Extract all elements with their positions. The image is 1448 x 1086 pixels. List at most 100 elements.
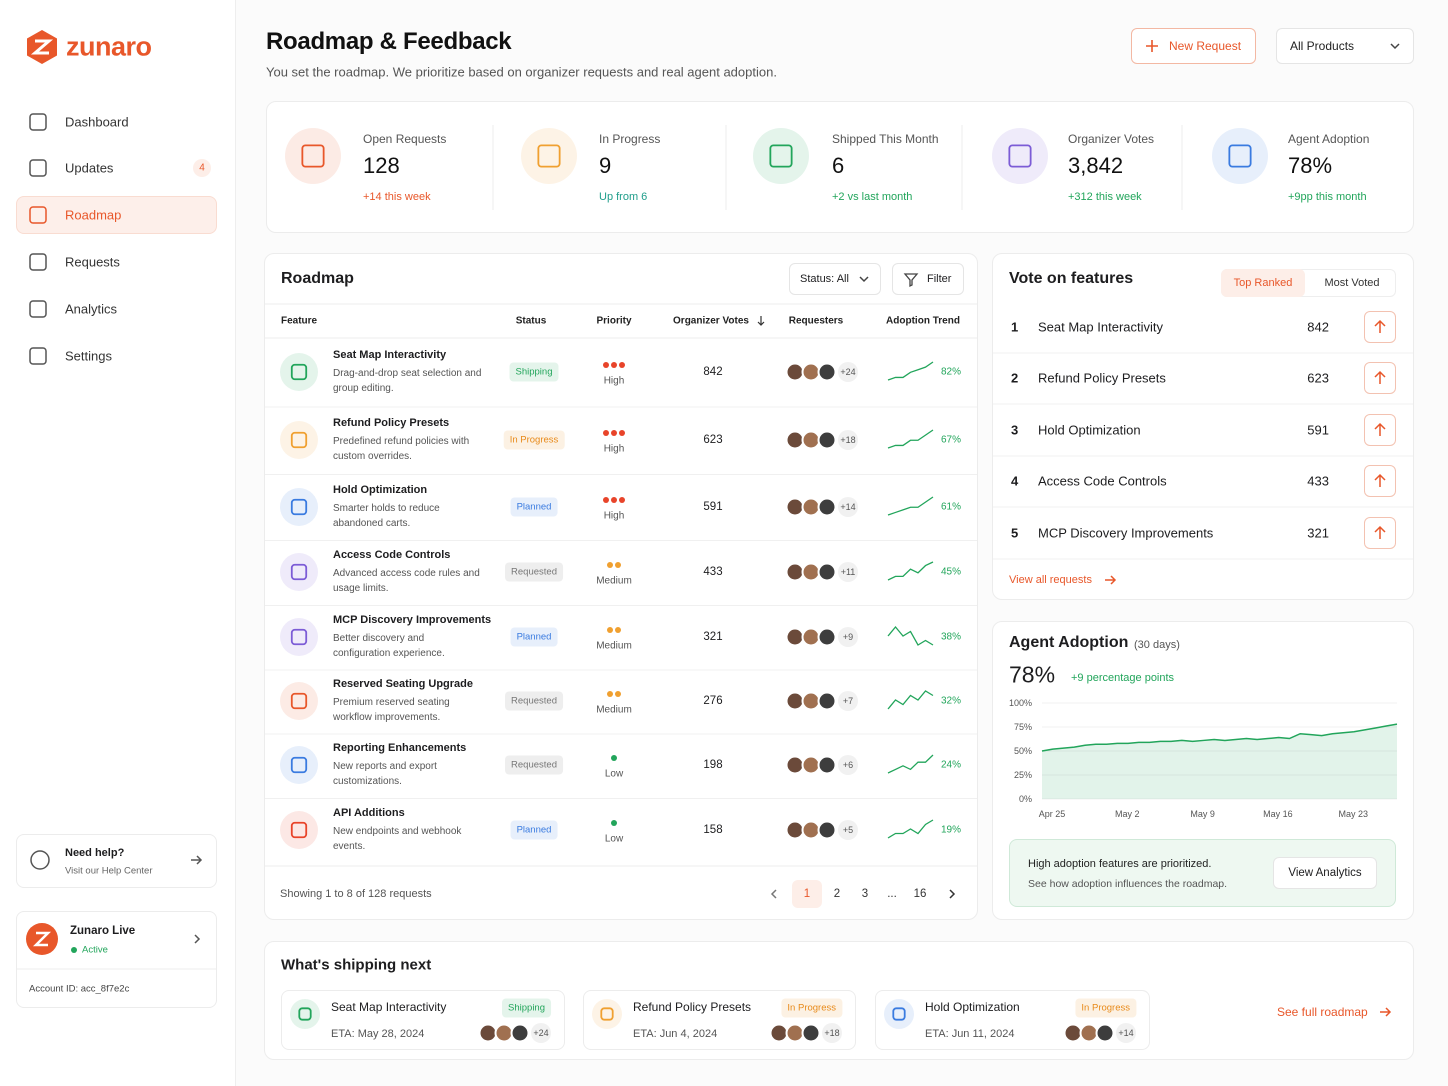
feature-name: API Additions: [333, 807, 405, 819]
upvote-button[interactable]: [1364, 311, 1396, 343]
requesters-more: +18: [840, 435, 856, 445]
upvote-button[interactable]: [1364, 517, 1396, 549]
upvote-button[interactable]: [1364, 414, 1396, 446]
x-tick-label: May 9: [1190, 809, 1215, 819]
adoption-value: 38%: [940, 631, 962, 643]
vote-title: Vote on features: [1009, 270, 1134, 287]
help-card[interactable]: [16, 834, 217, 888]
vote-total: 321: [1307, 525, 1329, 541]
status-badge: In Progress: [1075, 998, 1136, 1018]
feature-description: Predefined refund policies with custom o…: [333, 436, 470, 462]
vote-count: 198: [703, 759, 723, 771]
nav-item[interactable]: Updates: [65, 160, 114, 176]
x-tick-label: May 16: [1263, 809, 1293, 819]
callout-title: High adoption features are prioritized.: [1028, 858, 1212, 870]
priority-label: Medium: [596, 640, 632, 652]
nav-item[interactable]: Requests: [65, 254, 120, 270]
vote-rank: 1: [1011, 319, 1019, 335]
stat-delta: Up from 6: [599, 191, 648, 203]
page-subtitle: You set the roadmap. We prioritize based…: [266, 64, 777, 80]
adoption-value: 61%: [940, 501, 962, 513]
see-full-link[interactable]: See full roadmap: [1277, 1005, 1368, 1019]
feature-name: Reporting Enhancements: [333, 742, 467, 754]
view-all-link[interactable]: View all requests: [1009, 574, 1092, 586]
vote-rank: 5: [1011, 525, 1019, 541]
status-badge: Requested: [505, 755, 563, 775]
status-badge: In Progress: [781, 998, 842, 1018]
nav-item[interactable]: Settings: [65, 348, 112, 364]
shipping-item: [875, 990, 1150, 1050]
account-status: Active: [82, 944, 108, 956]
help-subtitle: Visit our Help Center: [65, 865, 153, 877]
page-number[interactable]: 3: [861, 888, 869, 900]
vote-card: [992, 253, 1414, 600]
feature-description: Better discovery and configuration exper…: [333, 633, 445, 659]
vote-feature: Refund Policy Presets: [1038, 370, 1166, 386]
nav-active-bg: [16, 196, 217, 234]
page-number[interactable]: 2: [833, 888, 841, 900]
vote-feature: MCP Discovery Improvements: [1038, 525, 1214, 541]
requesters-more: +14: [840, 502, 856, 512]
vote-count: 623: [703, 434, 723, 446]
stats-card: [266, 101, 1414, 233]
requesters-more: +24: [533, 1028, 549, 1038]
y-tick-label: 50%: [1013, 746, 1032, 756]
callout-button[interactable]: [1273, 857, 1377, 889]
feature-name: Access Code Controls: [333, 549, 451, 561]
requesters-more: +14: [1118, 1028, 1134, 1038]
x-tick-label: May 23: [1338, 809, 1368, 819]
adoption-value: 78%: [1009, 661, 1056, 688]
vote-feature: Hold Optimization: [1038, 422, 1141, 438]
y-tick-label: 25%: [1013, 770, 1032, 780]
stat-value: 6: [832, 153, 845, 178]
account-id: Account ID: acc_8f7e2c: [29, 983, 130, 995]
tab[interactable]: Top Ranked: [1233, 277, 1293, 289]
stat-delta: +14 this week: [363, 191, 431, 203]
status-badge: Planned: [510, 497, 558, 517]
y-tick-label: 75%: [1013, 722, 1032, 732]
sidebar: [0, 0, 236, 1086]
stat-value: 78%: [1288, 153, 1333, 178]
nav-item[interactable]: Analytics: [65, 301, 118, 317]
shipping-eta: ETA: Jun 11, 2024: [925, 1028, 1015, 1040]
feature-name: Reserved Seating Upgrade: [333, 678, 473, 690]
adoption-delta: +9 percentage points: [1071, 672, 1175, 684]
requesters-more: +24: [840, 367, 856, 377]
vote-rank: 2: [1011, 370, 1019, 386]
page-number[interactable]: 16: [913, 888, 927, 900]
shipping-name: Refund Policy Presets: [633, 1000, 752, 1014]
adoption-value: 19%: [940, 824, 962, 836]
feature-description: New endpoints and webhook events.: [333, 826, 462, 852]
vote-total: 623: [1307, 370, 1329, 386]
feature-name: Seat Map Interactivity: [333, 349, 447, 361]
column-header: Status: [515, 315, 547, 327]
shipping-eta: ETA: May 28, 2024: [331, 1028, 425, 1040]
status-badge: Shipping: [502, 998, 551, 1018]
priority-label: Low: [604, 768, 624, 780]
nav-item[interactable]: Roadmap: [65, 207, 122, 223]
status-select-label: Status: All: [800, 273, 849, 285]
status-badge: Requested: [505, 562, 563, 582]
adoption-value: 67%: [940, 434, 962, 446]
priority-label: Low: [604, 833, 624, 845]
upvote-button[interactable]: [1364, 362, 1396, 394]
adoption-value: 24%: [940, 759, 962, 771]
requesters-more: +5: [842, 825, 854, 835]
priority-label: Medium: [596, 575, 632, 587]
tab-active-bg: [1221, 269, 1305, 297]
upvote-button[interactable]: [1364, 465, 1396, 497]
product-select[interactable]: [1276, 28, 1414, 64]
status-badge: Shipping: [509, 362, 559, 382]
nav-item[interactable]: Dashboard: [65, 114, 129, 130]
tab[interactable]: Most Voted: [1324, 277, 1380, 289]
page-number[interactable]: ...: [887, 888, 897, 900]
stat-value: 9: [599, 153, 612, 178]
page-number[interactable]: 1: [803, 888, 811, 900]
product-select-label: All Products: [1290, 39, 1355, 53]
priority-label: Medium: [596, 704, 632, 716]
account-name: Zunaro Live: [70, 925, 136, 937]
x-tick-label: Apr 25: [1038, 809, 1066, 819]
vote-total: 591: [1307, 422, 1329, 438]
column-header: Requesters: [788, 315, 844, 327]
priority-label: High: [603, 510, 625, 522]
